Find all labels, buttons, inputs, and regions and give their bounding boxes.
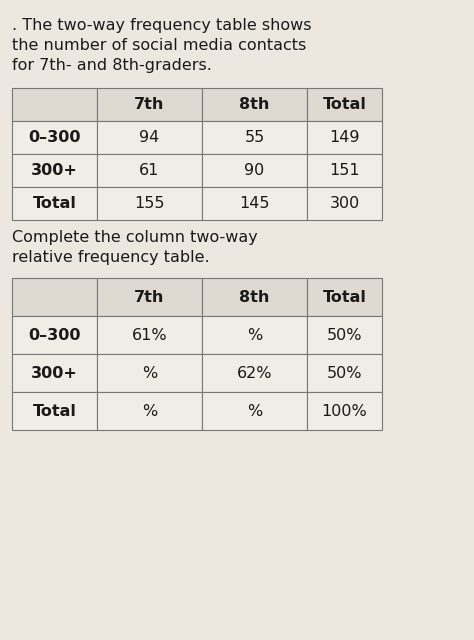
- Text: 300+: 300+: [31, 163, 78, 178]
- Text: Total: Total: [33, 196, 76, 211]
- Bar: [307, 88, 382, 121]
- Bar: [307, 154, 382, 187]
- Text: 149: 149: [329, 130, 360, 145]
- Bar: [12, 187, 97, 220]
- Text: . The two-way frequency table shows: . The two-way frequency table shows: [12, 18, 311, 33]
- Bar: [97, 278, 202, 316]
- Bar: [12, 316, 97, 354]
- Bar: [12, 278, 97, 316]
- Bar: [307, 316, 382, 354]
- Bar: [307, 187, 382, 220]
- Text: 50%: 50%: [327, 328, 362, 342]
- Text: 62%: 62%: [237, 365, 272, 381]
- Text: 0–300: 0–300: [28, 328, 81, 342]
- Text: 7th: 7th: [134, 289, 164, 305]
- Bar: [97, 392, 202, 430]
- Bar: [202, 154, 307, 187]
- Text: 300+: 300+: [31, 365, 78, 381]
- Text: 8th: 8th: [239, 97, 270, 112]
- Bar: [202, 88, 307, 121]
- Bar: [97, 88, 202, 121]
- Bar: [12, 121, 97, 154]
- Text: the number of social media contacts: the number of social media contacts: [12, 38, 306, 53]
- Bar: [307, 278, 382, 316]
- Text: 155: 155: [134, 196, 165, 211]
- Text: Total: Total: [323, 289, 366, 305]
- Text: 7th: 7th: [134, 97, 164, 112]
- Bar: [307, 392, 382, 430]
- Bar: [202, 278, 307, 316]
- Text: %: %: [247, 328, 262, 342]
- Text: relative frequency table.: relative frequency table.: [12, 250, 210, 265]
- Bar: [307, 121, 382, 154]
- Bar: [97, 354, 202, 392]
- Bar: [97, 121, 202, 154]
- Text: 8th: 8th: [239, 289, 270, 305]
- Bar: [202, 121, 307, 154]
- Text: 100%: 100%: [322, 403, 367, 419]
- Bar: [202, 392, 307, 430]
- Text: %: %: [142, 365, 157, 381]
- Text: 61%: 61%: [132, 328, 167, 342]
- Text: 90: 90: [245, 163, 264, 178]
- Text: 55: 55: [245, 130, 264, 145]
- Bar: [202, 354, 307, 392]
- Text: 94: 94: [139, 130, 160, 145]
- Text: 0–300: 0–300: [28, 130, 81, 145]
- Text: %: %: [142, 403, 157, 419]
- Bar: [202, 187, 307, 220]
- Bar: [12, 88, 97, 121]
- Text: 151: 151: [329, 163, 360, 178]
- Text: for 7th- and 8th-graders.: for 7th- and 8th-graders.: [12, 58, 212, 73]
- Text: 50%: 50%: [327, 365, 362, 381]
- Bar: [307, 354, 382, 392]
- Bar: [12, 354, 97, 392]
- Bar: [97, 154, 202, 187]
- Bar: [97, 316, 202, 354]
- Text: Complete the column two-way: Complete the column two-way: [12, 230, 258, 245]
- Text: Total: Total: [33, 403, 76, 419]
- Text: 145: 145: [239, 196, 270, 211]
- Text: Total: Total: [323, 97, 366, 112]
- Text: %: %: [247, 403, 262, 419]
- Bar: [12, 154, 97, 187]
- Bar: [12, 392, 97, 430]
- Text: 300: 300: [329, 196, 360, 211]
- Bar: [202, 316, 307, 354]
- Bar: [97, 187, 202, 220]
- Text: 61: 61: [139, 163, 160, 178]
